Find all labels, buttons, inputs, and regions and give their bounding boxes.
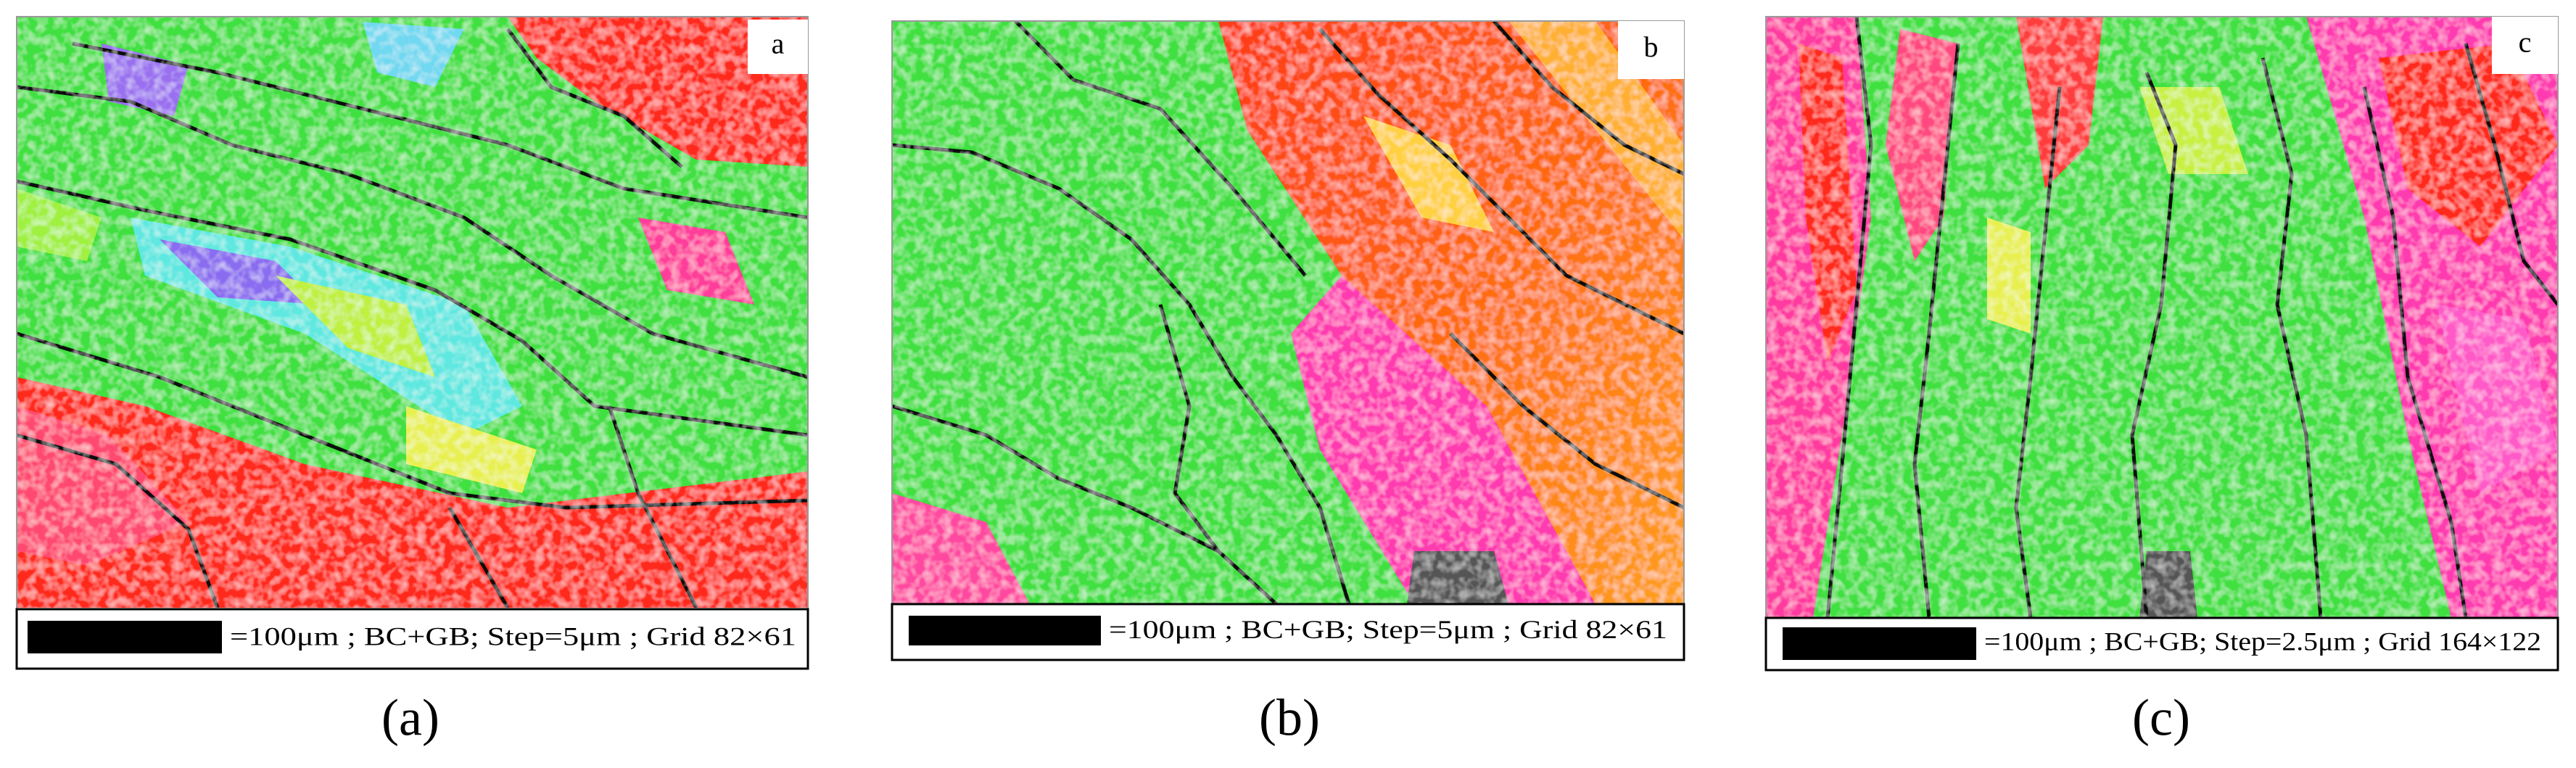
ebsd-map-b [892, 21, 1684, 604]
scale-text: =100μm ; BC+GB; Step=5μm ; Grid 82×61 [1109, 615, 1667, 644]
scale-bar [28, 621, 222, 653]
scale-bar [1783, 627, 1976, 660]
scale-box [891, 603, 1685, 661]
panel-caption: (c) [2132, 689, 2190, 747]
scale-text: =100μm ; BC+GB; Step=2.5μm ; Grid 164×12… [1984, 627, 2541, 656]
letter-box [748, 20, 808, 74]
panel-caption: (b) [1259, 689, 1320, 747]
letter-box [1618, 21, 1684, 79]
ebsd-map-c [1766, 17, 2558, 618]
panel-letter: a [772, 28, 785, 60]
scale-bar [909, 616, 1101, 645]
panel-caption: (a) [381, 689, 439, 747]
ebsd-map-a [17, 17, 808, 608]
panel-letter: c [2519, 26, 2532, 59]
scale-text: =100μm ; BC+GB; Step=5μm ; Grid 82×61 [230, 622, 796, 651]
panel-letter: b [1644, 30, 1659, 63]
letter-box [2492, 17, 2558, 74]
panels: a =100μm ; BC+GB; Step=5μm ; Grid 82×61 (a… [15, 16, 2559, 747]
